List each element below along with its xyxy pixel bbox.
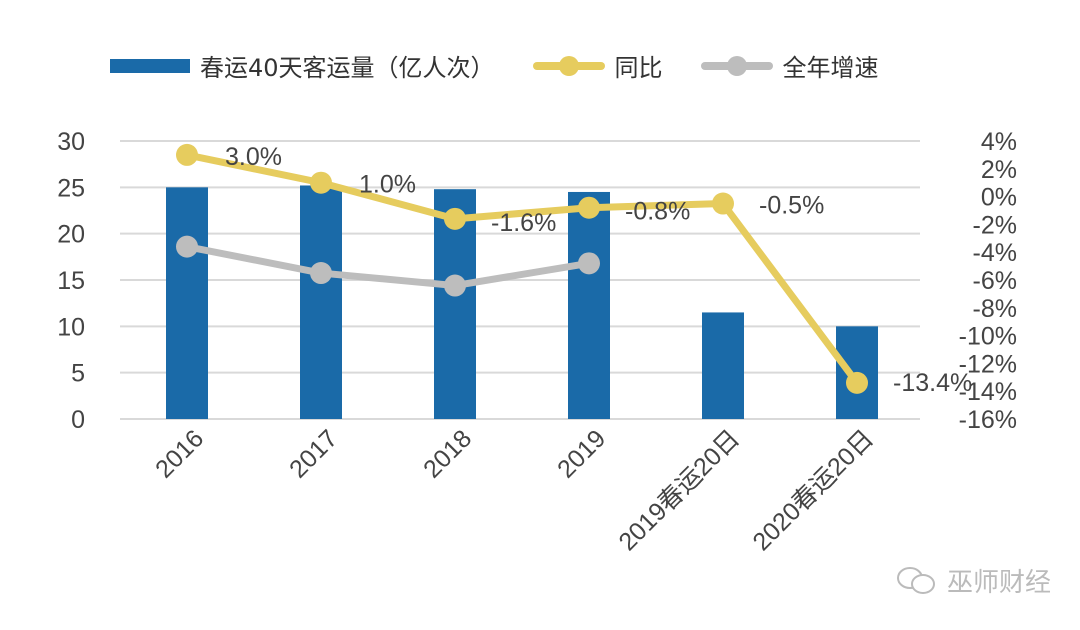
left-tick-label: 0 [71, 406, 85, 434]
bar [166, 187, 208, 419]
right-tick-label: -4% [973, 239, 1017, 267]
legend-label: 全年增速 [782, 54, 879, 82]
legend-swatch-bar [110, 58, 190, 73]
yoy-point [578, 196, 600, 219]
x-tick-label: 2020春运20日 [747, 424, 879, 556]
data-label: -0.8% [625, 198, 690, 226]
yoy-point [176, 143, 198, 166]
left-tick-label: 10 [57, 313, 85, 341]
right-tick-label: 0% [981, 184, 1017, 212]
right-tick-label: -8% [973, 295, 1017, 323]
right-tick-label: -14% [959, 378, 1017, 406]
right-tick-label: 4% [981, 128, 1017, 156]
right-tick-label: -12% [959, 350, 1017, 378]
legend-label: 同比 [614, 54, 663, 82]
data-label: -13.4% [893, 369, 972, 397]
legend-item-yoy: 同比 [532, 48, 663, 83]
legend: 春运40天客运量（亿人次） 同比 全年增速 [110, 48, 917, 83]
x-tick-label: 2017 [284, 424, 343, 483]
right-tick-label: -2% [973, 211, 1017, 239]
x-tick-label: 2019 [552, 424, 611, 483]
data-label: -1.6% [491, 209, 556, 237]
yoy-point [846, 371, 868, 394]
bar [300, 185, 342, 419]
left-tick-label: 15 [57, 267, 85, 295]
annual-growth-point [310, 262, 332, 285]
watermark-text: 巫师财经 [947, 568, 1052, 598]
yoy-point [310, 171, 332, 194]
annual-growth-point [444, 274, 466, 297]
yoy-line [186, 151, 860, 385]
data-label: 1.0% [359, 171, 416, 199]
annual-growth-line [186, 243, 590, 290]
yoy-point [712, 192, 734, 215]
x-tick-label: 2018 [418, 424, 477, 483]
legend-swatch-annual [700, 55, 773, 76]
legend-item-annual: 全年增速 [700, 48, 879, 83]
left-tick-label: 20 [57, 221, 85, 249]
x-tick-label: 2019春运20日 [613, 424, 745, 556]
bar [702, 312, 744, 419]
legend-label: 春运40天客运量（亿人次） [200, 54, 495, 82]
wechat-icon [897, 566, 935, 594]
annual-growth-point [176, 235, 198, 258]
legend-swatch-yoy [532, 55, 605, 76]
left-tick-label: 5 [71, 360, 85, 388]
right-tick-label: 2% [981, 156, 1017, 184]
data-label: 3.0% [225, 143, 282, 171]
left-tick-label: 25 [57, 174, 85, 202]
data-label: -0.5% [759, 192, 824, 220]
yoy-point [444, 207, 466, 230]
right-tick-label: -6% [973, 267, 1017, 295]
left-tick-label: 30 [57, 128, 85, 156]
legend-item-volume: 春运40天客运量（亿人次） [110, 48, 495, 83]
right-tick-label: -16% [959, 406, 1017, 434]
x-tick-label: 2016 [150, 424, 209, 483]
right-tick-label: -10% [959, 323, 1017, 351]
bar [568, 191, 610, 419]
annual-growth-point [578, 252, 600, 275]
watermark: 巫师财经 [895, 562, 1051, 599]
